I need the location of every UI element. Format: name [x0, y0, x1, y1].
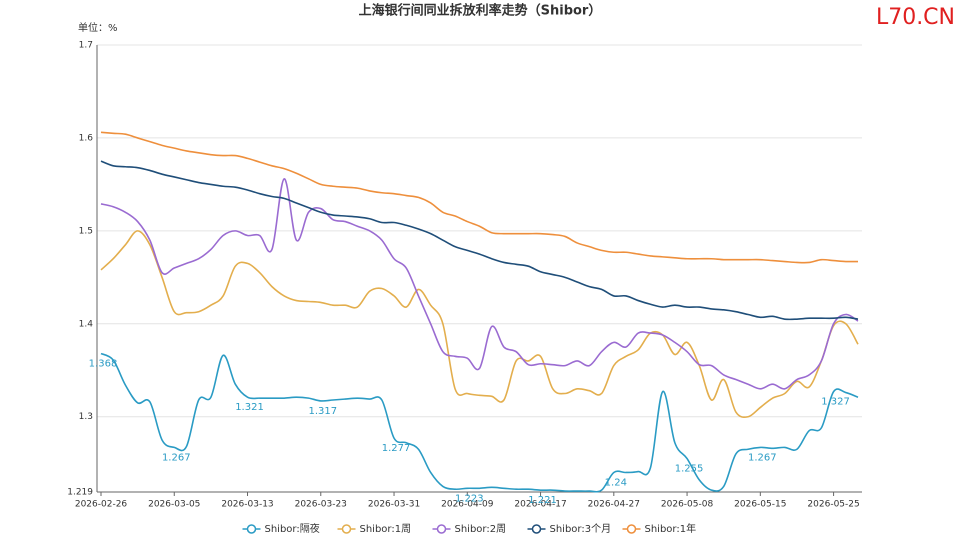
- data-label: 1.255: [675, 464, 704, 475]
- y-tick-label: 1.3: [79, 412, 93, 422]
- legend-swatch-dot: [246, 524, 257, 534]
- legend-item: Shibor:1周: [337, 523, 412, 535]
- x-tick-label: 2026-03-31: [368, 500, 420, 510]
- x-tick-label: 2026-04-27: [588, 500, 640, 510]
- series-line: [100, 352, 859, 493]
- x-tick-label: 2026-03-13: [221, 500, 273, 510]
- legend-label: Shibor:1周: [360, 523, 412, 535]
- x-tick-label: 2026-04-17: [514, 500, 566, 510]
- legend-label: Shibor:隔夜: [265, 522, 320, 535]
- legend-swatch-dot: [531, 524, 542, 534]
- series-line: [100, 230, 859, 419]
- data-label: 1.321: [235, 402, 264, 413]
- y-tick-label: 1.6: [79, 133, 94, 143]
- data-label: 1.327: [821, 397, 850, 408]
- y-tick-label: 1.4: [79, 319, 94, 329]
- watermark: L70.CN: [876, 5, 955, 30]
- y-tick-label: 1.7: [79, 41, 93, 51]
- data-label: 1.223: [455, 493, 484, 504]
- x-tick-label: 2026-04-09: [441, 500, 494, 510]
- legend-swatch-dot: [436, 524, 447, 534]
- legend-label: Shibor:2周: [455, 523, 507, 535]
- x-tick-label: 2026-03-23: [295, 500, 347, 510]
- legend-item: Shibor:1年: [622, 522, 697, 535]
- unit-label: 单位：%: [78, 21, 118, 34]
- legend-label: Shibor:3个月: [550, 523, 612, 535]
- data-label: 1.24: [605, 477, 627, 488]
- legend-swatch-dot: [341, 524, 352, 534]
- x-tick-label: 2026-02-26: [75, 500, 128, 510]
- data-label: 1.267: [748, 452, 777, 463]
- data-label: 1.368: [89, 359, 118, 370]
- data-label: 1.221: [528, 495, 557, 506]
- x-tick-label: 2026-05-08: [661, 500, 714, 510]
- y-tick-label: 1.5: [79, 226, 93, 236]
- series-line: [100, 160, 859, 321]
- x-tick-label: 2026-05-15: [734, 500, 786, 510]
- data-label: 1.277: [382, 443, 411, 454]
- legend-item: Shibor:隔夜: [242, 522, 320, 535]
- y-tick-label: 1.219: [67, 488, 93, 498]
- x-tick-label: 2026-03-05: [148, 500, 200, 510]
- legend-label: Shibor:1年: [645, 522, 697, 535]
- legend-item: Shibor:3个月: [527, 523, 612, 535]
- series-line: [100, 178, 859, 390]
- data-label: 1.317: [308, 406, 337, 417]
- legend-swatch-dot: [626, 524, 637, 534]
- legend-item: Shibor:2周: [432, 523, 507, 535]
- series-line: [100, 131, 859, 264]
- x-tick-label: 2026-05-25: [807, 500, 859, 510]
- chart-title: 上海银行间同业拆放利率走势（Shibor）: [359, 3, 602, 19]
- data-label: 1.267: [162, 452, 191, 463]
